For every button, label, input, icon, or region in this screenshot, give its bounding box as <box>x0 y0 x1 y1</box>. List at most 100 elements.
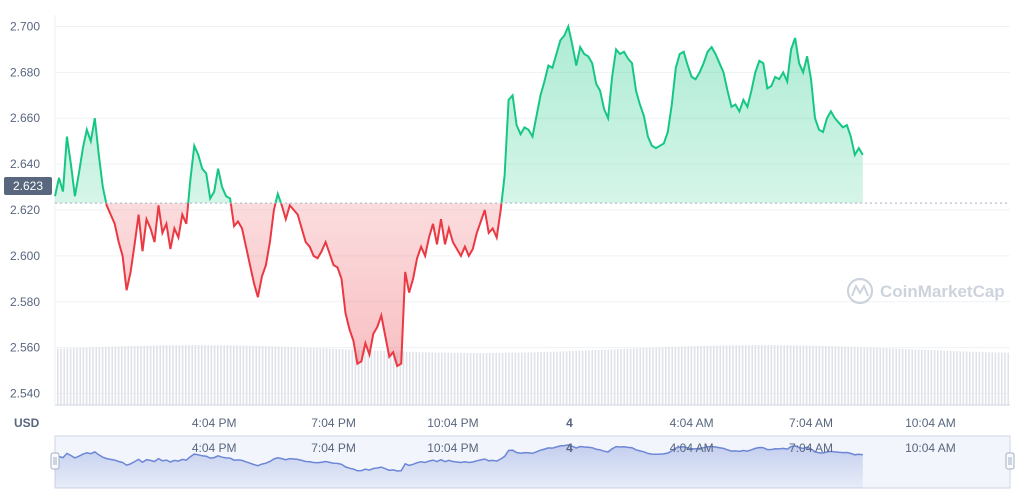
volume-bar <box>908 349 910 405</box>
y-tick-label: 2.620 <box>10 203 40 217</box>
volume-bar <box>741 345 744 405</box>
x-tick-label: 7:04 AM <box>789 416 833 430</box>
volume-bar <box>258 345 261 405</box>
volume-bar <box>745 345 747 405</box>
volume-bar <box>117 346 120 405</box>
volume-bar <box>201 345 203 405</box>
volume-bar <box>873 347 875 405</box>
volume-bar <box>885 348 888 405</box>
volume-bar <box>690 346 693 405</box>
volume-bar <box>917 349 920 405</box>
volume-bar <box>191 345 193 405</box>
volume-bar <box>69 348 72 405</box>
volume-bar <box>204 345 206 405</box>
volume-bar <box>165 345 168 405</box>
volume-bar <box>377 350 379 405</box>
volume-bar <box>188 345 190 405</box>
volume-bar <box>639 348 641 405</box>
volume-bar <box>623 348 625 405</box>
volume-bar <box>821 345 824 405</box>
volume-bar <box>473 352 475 405</box>
x-tick-label: 4:04 PM <box>192 416 237 430</box>
volume-bar <box>575 350 577 405</box>
volume-bar <box>85 347 88 405</box>
volume-bar <box>805 345 808 405</box>
x-axis-ticks: 4:04 PM 7:04 PM 10:04 PM 4 4:04 AM 7:04 AM 10:… <box>55 404 1010 430</box>
navigator[interactable]: 4:04 PM 7:04 PM 10:04 PM 4 4:04 AM 7:04 AM 10:… <box>50 435 1015 489</box>
volume-bar <box>95 347 97 405</box>
x-tick-label: 10:04 AM <box>905 416 956 430</box>
volume-bar <box>825 345 827 405</box>
volume-bar <box>556 351 558 405</box>
volume-bar <box>802 345 805 405</box>
x-tick-label: 7:04 PM <box>311 416 356 430</box>
volume-bar <box>162 345 165 405</box>
volume-bar <box>866 347 869 405</box>
volume-bar <box>396 351 398 405</box>
volume-bar <box>437 352 440 405</box>
volume-bar <box>133 345 136 405</box>
volume-bar <box>514 352 517 405</box>
volume-bar <box>549 351 552 405</box>
reference-badge-label: 2.623 <box>13 179 43 193</box>
volume-bar <box>949 350 952 405</box>
volume-bar <box>997 352 1000 405</box>
volume-bar <box>521 352 523 405</box>
volume-bar <box>319 348 321 405</box>
volume-bar <box>421 352 424 405</box>
volume-bar <box>399 351 401 405</box>
volume-bar <box>722 345 725 405</box>
volume-bar <box>921 349 923 405</box>
volume-bar <box>178 345 181 405</box>
volume-bar <box>194 345 197 405</box>
volume-bar <box>517 352 520 405</box>
volume-bar <box>284 346 286 405</box>
volume-bar <box>533 352 536 405</box>
volume-bar <box>793 345 795 405</box>
volume-bar <box>703 345 705 405</box>
navigator-left-handle[interactable] <box>50 452 60 470</box>
volume-bar <box>546 351 549 405</box>
volume-bar <box>543 352 545 405</box>
volume-bar <box>489 352 491 405</box>
volume-bar <box>281 346 283 405</box>
volume-bar <box>233 345 235 405</box>
volume-bar <box>434 352 437 405</box>
volume-bar <box>265 346 267 405</box>
y-axis-ticks: 2.540 2.560 2.580 2.600 2.620 2.640 2.660 2.680… <box>10 19 40 400</box>
volume-bar <box>927 350 929 405</box>
volume-bar <box>562 351 565 405</box>
volume-bar <box>293 347 296 405</box>
volume-bar <box>476 352 478 405</box>
volume-bar <box>146 345 149 405</box>
volume-bar <box>889 348 891 405</box>
volume-bar <box>735 345 737 405</box>
volume-bar <box>277 346 280 405</box>
volume-bar <box>239 345 241 405</box>
volume-bar <box>585 350 587 405</box>
volume-bar <box>469 352 472 405</box>
volume-bar <box>236 345 238 405</box>
volume-bar <box>959 351 961 405</box>
navigator-tick-label: 4:04 AM <box>670 441 714 455</box>
volume-bar <box>309 347 312 405</box>
volume-bar <box>405 351 408 405</box>
volume-bar <box>940 350 942 405</box>
y-tick-label: 2.580 <box>10 295 40 309</box>
navigator-tick-label: 7:04 PM <box>311 441 356 455</box>
navigator-right-handle[interactable] <box>1005 452 1015 470</box>
volume-bar <box>73 348 75 405</box>
volume-bar <box>60 348 62 405</box>
volume-bar <box>66 348 69 405</box>
volume-bar <box>783 345 785 405</box>
y-tick-label: 2.700 <box>10 19 40 33</box>
volume-bar <box>751 345 753 405</box>
volume-bars <box>57 345 1009 405</box>
volume-bar <box>249 345 251 405</box>
volume-bar <box>850 346 853 405</box>
volume-bar <box>943 350 945 405</box>
volume-bar <box>98 347 101 405</box>
x-tick-label: 10:04 PM <box>427 416 478 430</box>
volume-bar <box>313 347 315 405</box>
volume-bar <box>63 348 65 405</box>
